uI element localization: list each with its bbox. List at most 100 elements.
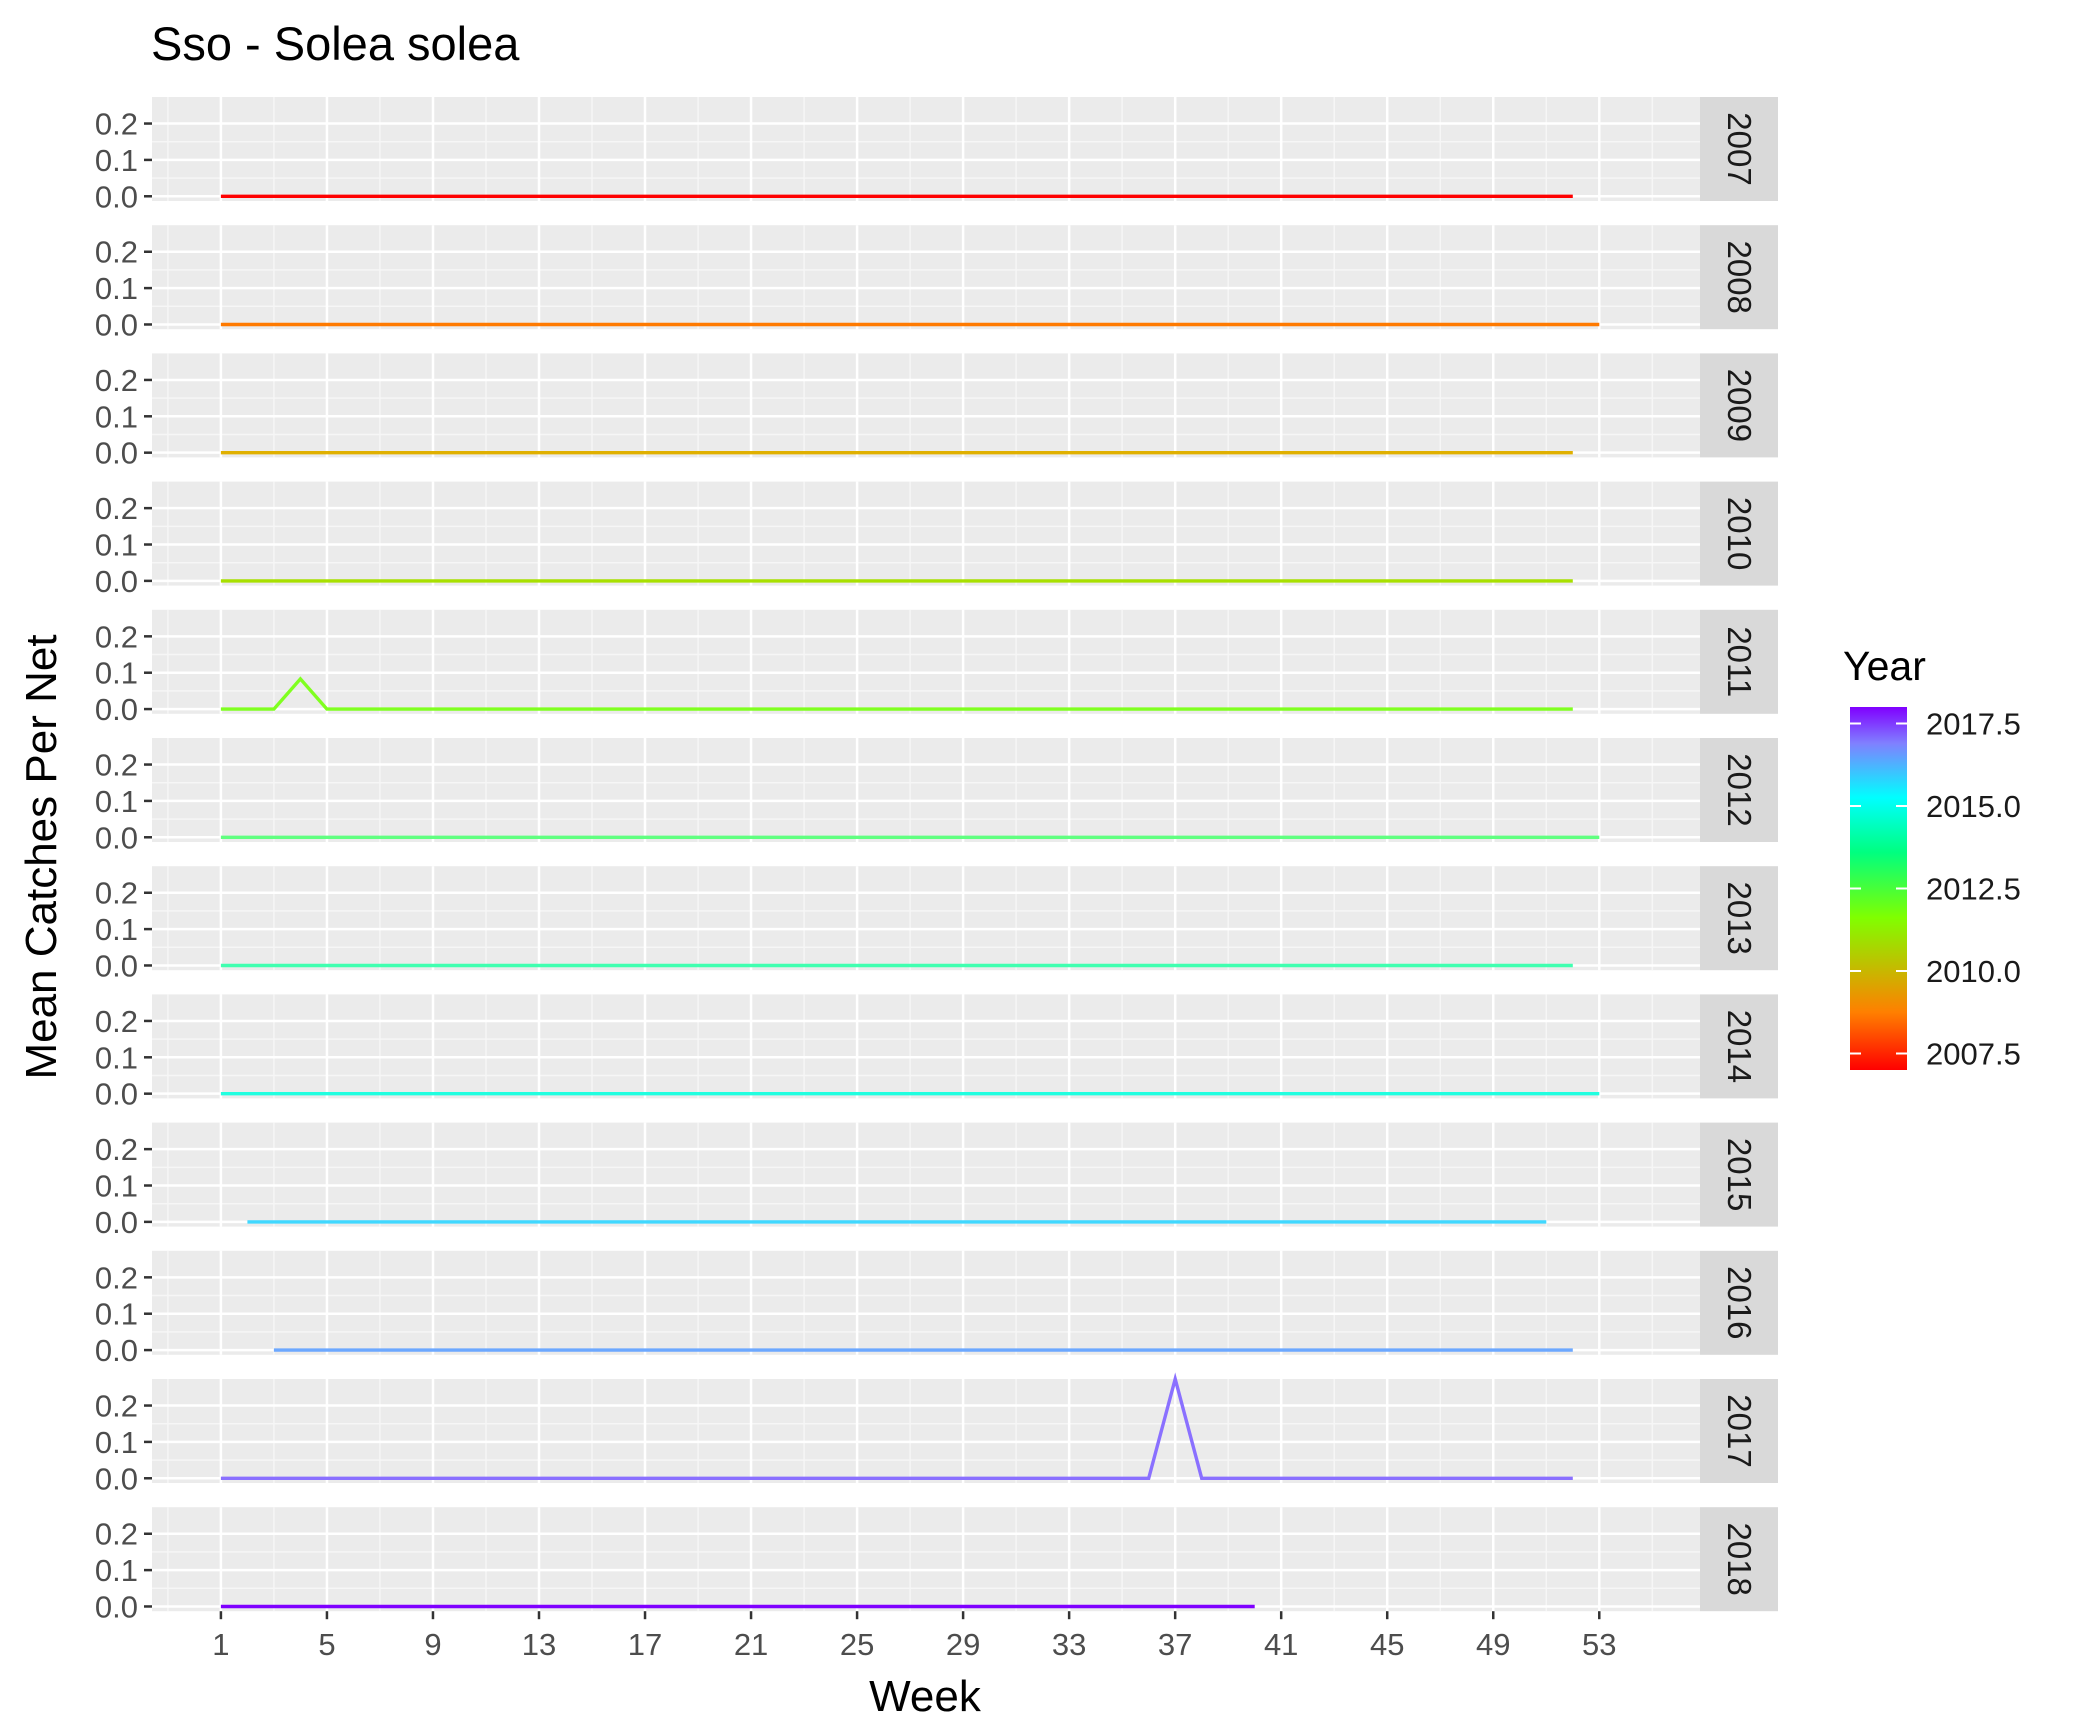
y-tick-label: 0.2 — [95, 1004, 138, 1039]
y-tick-label: 0.0 — [95, 820, 138, 855]
facet-strip — [1700, 97, 1778, 201]
facet-panel-2013: 0.00.10.2 2013 — [95, 866, 1778, 983]
y-tick-label: 0.2 — [95, 619, 138, 654]
y-tick-label: 0.1 — [95, 1425, 138, 1460]
x-tick-label: 33 — [1052, 1627, 1086, 1662]
facet-strip — [1700, 609, 1778, 714]
y-tick-label: 0.0 — [95, 436, 138, 471]
facet-strip — [1700, 994, 1778, 1099]
facet-strip — [1700, 481, 1778, 586]
facet-strip-label: 2015 — [1721, 1138, 1758, 1211]
panel-background — [152, 609, 1700, 714]
panel-background — [152, 1122, 1700, 1227]
y-tick-label: 0.0 — [95, 948, 138, 983]
x-axis-label: Week — [869, 1672, 982, 1721]
y-tick-label: 0.2 — [95, 235, 138, 270]
series-line-2017 — [220, 1372, 1573, 1481]
x-tick-label: 21 — [734, 1627, 768, 1662]
y-tick-label: 0.1 — [95, 1297, 138, 1332]
facet-strip — [1700, 1507, 1778, 1612]
facet-panel-2009: 0.00.10.2 2009 — [95, 353, 1778, 471]
y-tick-label: 0.0 — [95, 692, 138, 727]
y-tick-label: 0.0 — [95, 1077, 138, 1112]
facet-panel-2011: 0.00.10.2 2011 — [95, 609, 1778, 727]
facet-strip-label: 2009 — [1721, 369, 1758, 442]
facet-strip-label: 2013 — [1721, 881, 1758, 954]
facet-panel-2008: 0.00.10.2 2008 — [95, 225, 1778, 342]
x-tick-label: 53 — [1582, 1627, 1616, 1662]
x-tick-label: 25 — [840, 1627, 874, 1662]
facet-strip-label: 2010 — [1721, 497, 1758, 570]
legend-tick-label: 2017.5 — [1926, 707, 2021, 742]
panel-background — [152, 866, 1700, 971]
x-tick-label: 1 — [212, 1627, 229, 1662]
panel-background — [152, 1379, 1700, 1483]
facet-strip-label: 2012 — [1721, 753, 1758, 826]
y-tick-label: 0.2 — [95, 1389, 138, 1424]
y-tick-label: 0.2 — [95, 1260, 138, 1295]
y-tick-label: 0.0 — [95, 179, 138, 214]
facet-strip — [1700, 225, 1778, 330]
y-tick-label: 0.2 — [95, 491, 138, 526]
legend-ticks: 2017.5 2015.0 2012.5 2010.0 2007.5 — [1850, 707, 2021, 1072]
facet-strip — [1700, 866, 1778, 971]
y-axis-label: Mean Catches Per Net — [17, 634, 66, 1079]
legend-tick-label: 2012.5 — [1926, 872, 2021, 907]
y-tick-label: 0.1 — [95, 1169, 138, 1204]
panel-background — [152, 1250, 1700, 1355]
y-tick-label: 0.2 — [95, 1132, 138, 1167]
panel-background — [152, 994, 1700, 1099]
facet-strip — [1700, 1379, 1778, 1483]
facet-strip-label: 2017 — [1721, 1394, 1758, 1467]
panel-background — [152, 97, 1700, 201]
x-tick-label: 29 — [946, 1627, 980, 1662]
panel-background — [152, 353, 1700, 458]
facet-panel-2010: 0.00.10.2 2010 — [95, 481, 1778, 599]
y-tick-label: 0.1 — [95, 271, 138, 306]
y-tick-label: 0.0 — [95, 1461, 138, 1496]
y-tick-label: 0.2 — [95, 107, 138, 142]
y-tick-label: 0.0 — [95, 1589, 138, 1624]
x-tick-label: 49 — [1476, 1627, 1510, 1662]
y-tick-label: 0.1 — [95, 784, 138, 819]
facet-strip-label: 2008 — [1721, 240, 1758, 313]
y-tick-label: 0.2 — [95, 748, 138, 783]
y-tick-label: 0.1 — [95, 1553, 138, 1588]
facet-panel-2016: 0.00.10.2 2016 — [95, 1250, 1778, 1368]
y-tick-label: 0.2 — [95, 1517, 138, 1552]
y-tick-label: 0.1 — [95, 143, 138, 178]
y-tick-label: 0.0 — [95, 307, 138, 342]
facet-strip-label: 2016 — [1721, 1266, 1758, 1339]
x-tick-label: 5 — [318, 1627, 335, 1662]
y-tick-label: 0.2 — [95, 876, 138, 911]
facet-strip-label: 2007 — [1721, 112, 1758, 185]
panel-background — [152, 738, 1700, 842]
legend-tick-label: 2007.5 — [1926, 1037, 2021, 1072]
panel-background — [152, 225, 1700, 330]
series-line-2011 — [220, 676, 1573, 711]
facet-strip — [1700, 353, 1778, 458]
y-tick-label: 0.0 — [95, 1205, 138, 1240]
x-tick-label: 45 — [1370, 1627, 1404, 1662]
facet-strip-label: 2018 — [1721, 1522, 1758, 1595]
facet-strip — [1700, 1250, 1778, 1355]
y-tick-label: 0.0 — [95, 564, 138, 599]
y-tick-label: 0.1 — [95, 528, 138, 563]
y-tick-label: 0.1 — [95, 912, 138, 947]
facet-strip-label: 2011 — [1721, 626, 1758, 697]
x-tick-label: 13 — [522, 1627, 556, 1662]
legend: Year 2017.5 2015.0 2012.5 2010.0 2007.5 — [1843, 643, 2021, 1072]
facet-panel-2017: 0.00.10.2 2017 — [95, 1372, 1778, 1496]
facet-panel-2015: 0.00.10.2 2015 — [95, 1122, 1778, 1240]
facet-strip — [1700, 738, 1778, 842]
facet-panel-2018: 0.00.10.2 2018 — [95, 1507, 1778, 1624]
y-tick-label: 0.2 — [95, 363, 138, 398]
facet-panel-2012: 0.00.10.2 2012 — [95, 738, 1778, 855]
facet-strip — [1700, 1122, 1778, 1227]
y-tick-label: 0.0 — [95, 1333, 138, 1368]
x-tick-label: 41 — [1264, 1627, 1298, 1662]
panel-background — [152, 1507, 1700, 1612]
x-tick-label: 9 — [424, 1627, 441, 1662]
